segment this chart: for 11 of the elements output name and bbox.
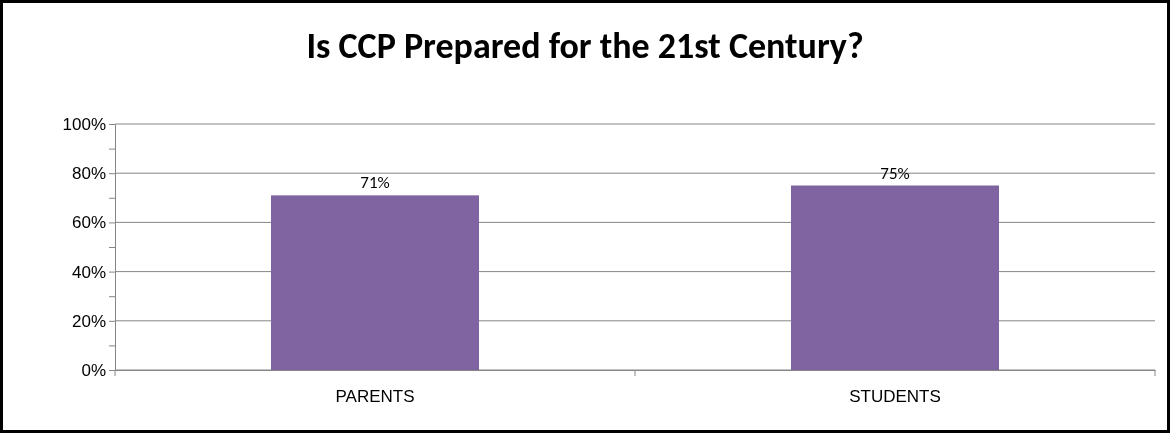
y-tick-label: 20%: [71, 311, 106, 331]
y-tick-label: 60%: [71, 213, 106, 233]
x-tick-label: STUDENTS: [849, 386, 941, 406]
y-tick-label: 40%: [71, 262, 106, 282]
data-label: 71%: [360, 172, 390, 194]
y-tick-label: 80%: [71, 164, 106, 184]
y-tick-label: 0%: [81, 360, 106, 380]
data-label: 75%: [880, 162, 910, 184]
x-tick-label: PARENTS: [335, 386, 415, 406]
chart-title: Is CCP Prepared for the 21st Century?: [306, 24, 864, 68]
y-tick-label: 100%: [62, 114, 106, 134]
